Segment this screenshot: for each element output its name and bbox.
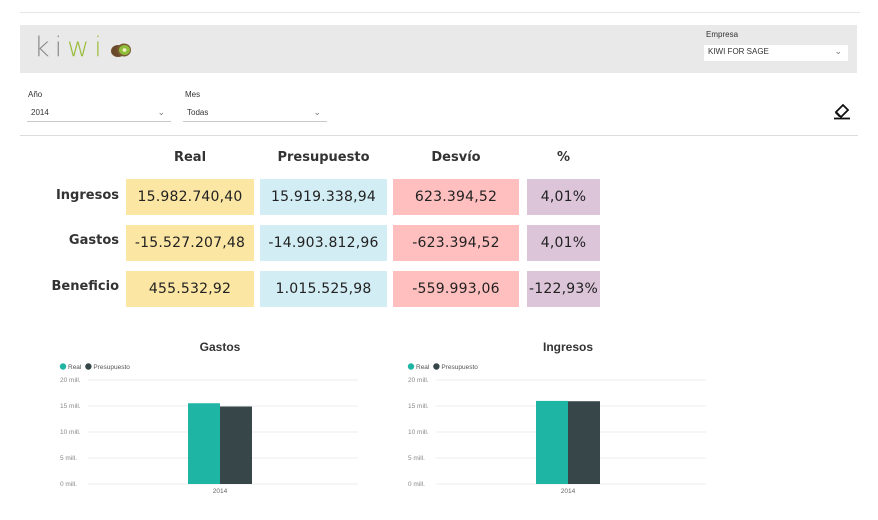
ingresos-desvio-cell: 623.394,52 xyxy=(393,179,519,215)
legend-marker-1 xyxy=(85,363,92,370)
bar-real[interactable] xyxy=(536,400,568,484)
empresa-value: KIWI FOR SAGE xyxy=(708,47,769,56)
y-tick-label: 20 mill. xyxy=(408,377,429,384)
y-tick-label: 15 mill. xyxy=(408,403,429,410)
legend-label-0: Real xyxy=(416,364,430,371)
legend-marker-0 xyxy=(59,363,67,370)
row-label-beneficio: Beneficio xyxy=(51,279,119,294)
y-tick-label: 5 mill. xyxy=(60,455,77,462)
y-tick-label: 20 mill. xyxy=(60,377,81,384)
section-divider xyxy=(20,135,858,136)
chevron-down-icon: ⌄ xyxy=(313,107,321,117)
row-label-gastos: Gastos xyxy=(68,233,119,248)
gastos-presupuesto-cell: -14.903.812,96 xyxy=(260,225,387,261)
ingresos-pct-cell: 4,01% xyxy=(527,179,600,215)
ingresos-chart: Ingresos Real Presupuesto 0 mill. 5 mill. 10 … xyxy=(407,340,706,495)
chevron-down-icon: ⌄ xyxy=(157,107,165,117)
beneficio-desvio-cell: -559.993,06 xyxy=(393,271,519,307)
ingresos-presupuesto-cell: 15.919.338,94 xyxy=(260,179,387,215)
chart-title-gastos: Gastos xyxy=(200,340,241,354)
month-value: Todas xyxy=(187,108,209,117)
logo-text-green: wi xyxy=(67,32,107,63)
col-header-presupuesto: Presupuesto xyxy=(277,150,370,165)
legend-label-1: Presupuesto xyxy=(441,364,478,371)
y-tick-label: 0 mill. xyxy=(408,481,425,488)
year-value: 2014 xyxy=(31,108,49,117)
bar-real[interactable] xyxy=(188,403,220,484)
beneficio-presupuesto-cell: 1.015.525,98 xyxy=(260,271,387,307)
legend-label-1: Presupuesto xyxy=(93,364,130,371)
y-tick-label: 5 mill. xyxy=(408,455,425,462)
month-label: Mes xyxy=(185,90,201,99)
chevron-down-icon: ⌄ xyxy=(834,46,842,56)
y-tick-label: 15 mill. xyxy=(60,403,81,410)
beneficio-pct-cell: -122,93% xyxy=(527,271,600,307)
logo-text-gray: ki xyxy=(34,32,68,63)
legend-label-0: Real xyxy=(68,364,82,371)
bar-presupuesto[interactable] xyxy=(568,401,600,484)
ingresos-real-cell: 15.982.740,40 xyxy=(126,179,254,215)
y-tick-label: 0 mill. xyxy=(60,481,77,488)
gastos-chart: Gastos Real Presupuesto 0 mill. 5 mill. 10 mi… xyxy=(59,340,358,495)
y-tick-label: 10 mill. xyxy=(408,429,429,436)
legend-marker-1 xyxy=(433,363,440,370)
month-select[interactable]: Todas ⌄ xyxy=(183,106,327,122)
gastos-real-cell: -15.527.207,48 xyxy=(126,225,254,261)
year-select[interactable]: 2014 ⌄ xyxy=(27,106,171,122)
empresa-select[interactable]: KIWI FOR SAGE ⌄ xyxy=(704,45,848,61)
chart-title-ingresos: Ingresos xyxy=(543,340,593,354)
col-header-desvio: Desvío xyxy=(431,150,481,165)
row-label-ingresos: Ingresos xyxy=(55,188,119,203)
kiwi-logo: kiwi xyxy=(34,32,107,63)
x-tick-label: 2014 xyxy=(561,488,576,495)
top-divider xyxy=(20,12,860,13)
x-tick-label: 2014 xyxy=(213,488,228,495)
year-label: Año xyxy=(28,90,43,99)
kiwi-fruit-icon xyxy=(111,43,131,57)
bar-presupuesto[interactable] xyxy=(220,406,252,484)
beneficio-real-cell: 455.532,92 xyxy=(126,271,254,307)
gastos-pct-cell: 4,01% xyxy=(527,225,600,261)
empresa-label: Empresa xyxy=(706,30,739,39)
eraser-icon[interactable] xyxy=(833,102,851,120)
gastos-desvio-cell: -623.394,52 xyxy=(393,225,519,261)
col-header-real: Real xyxy=(173,150,207,165)
col-header-pct: % xyxy=(556,150,571,165)
y-tick-label: 10 mill. xyxy=(60,429,81,436)
legend-marker-0 xyxy=(407,363,415,370)
